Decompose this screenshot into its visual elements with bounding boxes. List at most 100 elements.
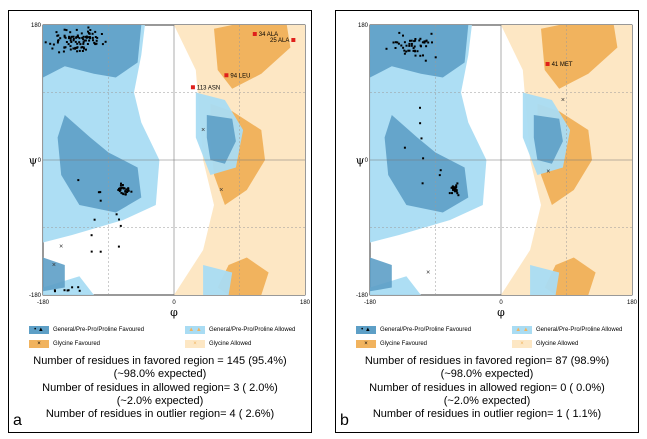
residue-point-98 [119,189,122,191]
residue-point-134 [118,218,120,221]
legend-swatch-glycine-allowed: × [512,340,532,348]
residue-point-32 [414,39,417,42]
outlier-point-2 [224,73,229,78]
glycine-point-2: × [546,168,550,175]
residue-point-88 [75,36,78,39]
residue-point-125 [90,234,93,237]
ramachandran-panel-a: × × × × 34 ALA 25 ALA 94 LEU 113 ASN -180 0 180 -18… [8,10,312,433]
residue-point-43 [403,52,406,55]
residue-point-75 [419,106,421,109]
residue-point-72 [63,28,66,31]
residue-point-31 [385,47,388,50]
residue-point-76 [420,137,423,140]
residue-point-29 [414,50,416,53]
residue-point-65 [87,36,90,39]
general-favoured-region-0 [43,25,142,78]
residue-point-117 [126,191,129,193]
residue-point-112 [124,193,127,196]
residue-point-4 [69,37,72,40]
stat-allowed: Number of residues in allowed region= 0 … [369,381,605,394]
residue-point-128 [97,191,100,194]
residue-point-84 [76,46,79,49]
legend-glycine-favoured-label: Glycine Favoured [380,341,428,347]
residue-point-28 [405,44,408,47]
residue-point-82 [85,36,88,39]
legend-swatch-general-favoured: • ▲ [356,326,376,334]
ramachandran-panel-b: × × × 41 MET -180 0 180 -180 0 180 φ ψ • ▲ General/… [335,10,639,433]
residue-point-58 [51,47,54,50]
residue-point-94 [64,36,67,39]
residue-point-74 [452,188,454,191]
stat-favored: Number of residues in favored region= 87… [364,355,610,367]
y-tick-label-2: 180 [358,23,369,29]
residue-point-42 [82,42,85,45]
legend-general-favoured: • ▲ General/Pre-Pro/Proline Favoured [356,326,471,334]
residue-point-35 [430,32,433,35]
legend-glycine-favoured-label: Glycine Favoured [53,341,101,347]
residue-point-9 [100,33,103,35]
panel-label-b: b [340,412,349,429]
x-tick-label-0: -180 [37,300,50,306]
residue-point-1 [78,41,81,44]
residue-point-80 [92,39,94,42]
residue-point-26 [84,39,87,42]
residue-point-51 [451,192,453,195]
glycine-point-2: × [219,187,223,194]
residue-point-71 [454,189,457,192]
residue-point-56 [457,194,460,197]
general-allowed-region-3 [530,265,560,295]
residue-point-66 [452,186,455,189]
residue-point-68 [455,186,458,189]
legend-general-allowed: ▲ ▲ General/Pre-Pro/Proline Allowed [185,326,295,334]
residue-point-38 [80,32,83,35]
y-tick-label-1: 0 [38,158,42,164]
residue-point-13 [423,40,426,43]
y-axis-label: ψ [29,154,37,167]
legend-general-allowed: ▲ ▲ General/Pre-Pro/Proline Allowed [512,326,622,334]
legend-general-allowed-label: General/Pre-Pro/Proline Allowed [536,327,623,333]
general-favoured-region-1 [384,115,469,213]
residue-point-44 [403,49,406,52]
legend-glycine-favoured: × Glycine Favoured [356,340,427,348]
residue-point-39 [422,54,424,57]
residue-point-2 [408,44,411,47]
residue-point-57 [76,50,79,53]
legend-a: • ▲ General/Pre-Pro/Proline Favoured ▲ ▲… [23,323,313,357]
stat-allowed: Number of residues in allowed region= 3 … [42,381,278,394]
residue-point-144 [54,290,56,293]
residue-point-19 [410,42,413,45]
residue-point-39 [69,45,72,48]
residue-point-4 [412,49,415,52]
general-favoured-region-2 [43,257,65,292]
residue-point-11 [408,42,411,45]
residue-point-77 [83,39,86,42]
legend-swatch-glycine-allowed: × [185,340,205,348]
residue-point-65 [455,184,458,187]
y-axis-label: ψ [356,154,364,167]
residue-point-13 [82,41,85,44]
residue-point-79 [403,146,406,149]
legend-swatch-general-favoured: • ▲ [29,326,49,334]
residue-point-82 [419,122,422,125]
residue-point-50 [456,192,459,195]
x-tick-label-1: 0 [172,300,176,306]
glycine-point-0: × [426,270,430,277]
residue-point-9 [412,47,415,50]
general-allowed-region-1 [370,276,421,295]
ramachandran-plot-b: × × × 41 MET -180 0 180 -180 0 180 φ ψ [356,19,638,321]
glycine-favoured-region-1 [544,257,596,295]
residue-point-78 [95,42,98,45]
y-tick-label-1: 0 [365,158,369,164]
residue-point-22 [407,49,410,52]
stat-favored-expected: (~98.0% expected) [440,368,534,381]
residue-point-35 [85,48,87,51]
glycine-point-1: × [561,97,565,104]
residue-point-95 [120,191,123,194]
glycine-point-0: × [52,262,56,269]
residue-point-129 [77,179,80,182]
residue-point-81 [438,174,441,177]
residue-point-67 [77,35,79,38]
glycine-favoured-region-1 [217,257,269,295]
legend-swatch-glycine-favoured: × [29,340,49,348]
